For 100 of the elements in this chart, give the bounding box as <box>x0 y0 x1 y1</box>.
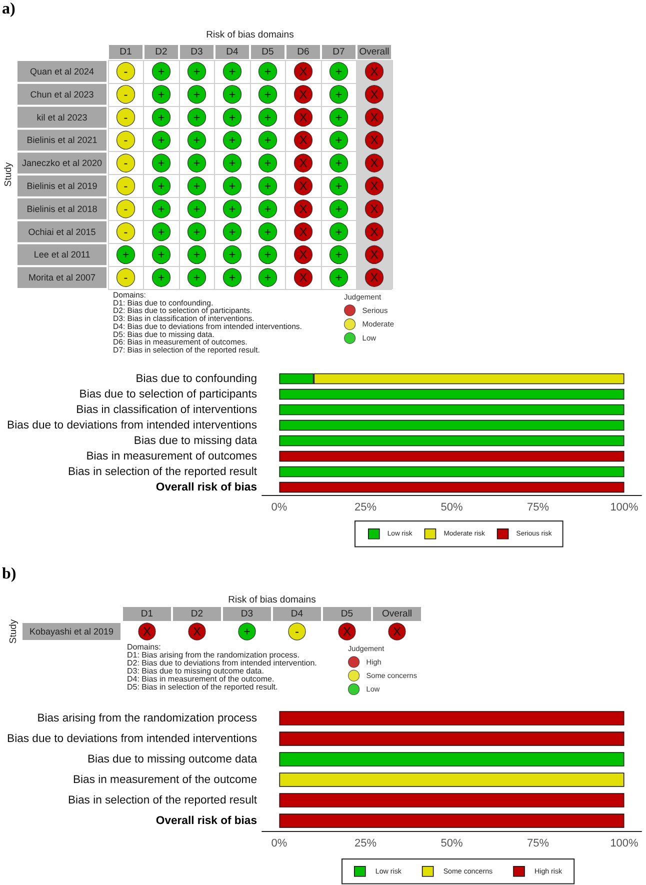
y-tick-label: Kobayashi et al 2019 <box>29 626 114 636</box>
text: + <box>228 202 236 216</box>
text: X <box>370 224 378 239</box>
x-tick-label: D7 <box>332 46 345 58</box>
text: - <box>124 270 128 285</box>
x-axis-title: Risk of bias domains <box>206 30 294 41</box>
y-tick-label: Lee et al 2011 <box>34 250 90 260</box>
text: + <box>335 110 342 124</box>
x-axis-title: Risk of bias domains <box>228 594 316 606</box>
text: - <box>124 87 128 102</box>
text: + <box>264 202 272 216</box>
text: + <box>264 156 272 170</box>
text: X <box>370 202 378 216</box>
x-tick-label: D3 <box>190 46 203 58</box>
text: + <box>193 248 200 262</box>
text: - <box>124 202 128 216</box>
text: + <box>158 270 165 285</box>
y-tick-label: Bias in measurement of the outcome <box>73 774 257 786</box>
text: X <box>299 64 308 78</box>
text: X <box>392 624 402 638</box>
text: + <box>193 224 200 239</box>
text: + <box>193 133 200 148</box>
x-tick-label: Overall <box>382 608 412 620</box>
text: + <box>335 87 342 102</box>
x-tick-label: D5 <box>262 46 274 58</box>
annotation: D2: Bias due to deviations from intended intervention. <box>127 658 317 668</box>
text: + <box>193 64 200 78</box>
y-tick-label: Bias due to confounding <box>136 372 257 385</box>
text: + <box>335 202 342 216</box>
text: + <box>228 64 236 78</box>
text: - <box>124 133 128 148</box>
y-tick-label: Overall risk of bias <box>156 814 257 827</box>
text: + <box>158 248 165 262</box>
text: - <box>124 110 128 124</box>
y-tick-label: Janeczko et al 2020 <box>22 158 102 168</box>
text: + <box>264 133 272 148</box>
text: X <box>370 64 378 78</box>
y-tick-label: Bias in classification of interventions <box>76 404 258 416</box>
text: + <box>158 156 165 170</box>
text: + <box>264 64 272 78</box>
text: X <box>299 270 308 285</box>
text: + <box>228 224 236 239</box>
x-tick-label: D1 <box>120 46 132 58</box>
y-tick-label: Bielinis et al 2019 <box>26 180 98 191</box>
text: + <box>335 248 342 262</box>
y-tick-label: Quan et al 2024 <box>30 66 94 76</box>
text: X <box>299 178 308 193</box>
text: + <box>335 224 342 239</box>
text: + <box>158 178 165 193</box>
x-tick-label: Overall <box>359 46 390 58</box>
x-tick-label: 50% <box>440 838 463 850</box>
text: + <box>335 270 342 285</box>
x-tick-label: D2 <box>155 46 168 58</box>
text: + <box>264 270 272 285</box>
text: + <box>228 178 236 193</box>
text: X <box>299 156 308 170</box>
text: X <box>299 248 308 262</box>
text: - <box>124 156 128 170</box>
text: + <box>228 110 236 124</box>
x-tick-label: 25% <box>354 502 377 514</box>
text: - <box>295 624 299 638</box>
text: X <box>299 110 308 124</box>
y-tick-label: kil et al 2023 <box>36 112 88 122</box>
text: + <box>264 178 272 193</box>
text: D4: Bias in measurement of the outcome. <box>127 674 274 684</box>
text: X <box>370 110 378 124</box>
annotation: Domains: <box>127 642 161 652</box>
text: X <box>370 156 378 170</box>
y-tick-label: Bielinis et al 2018 <box>26 204 98 214</box>
text: + <box>158 87 165 102</box>
x-tick-label: 0% <box>271 838 288 850</box>
text: + <box>335 64 342 78</box>
chart-title: a) <box>2 0 16 18</box>
text: X <box>370 133 378 148</box>
text: X <box>342 624 352 638</box>
y-tick-label: Ochiai et al 2015 <box>28 226 96 237</box>
text: + <box>243 624 251 638</box>
text: X <box>370 270 378 285</box>
y-tick-label: Bias in selection of the reported result <box>68 466 258 478</box>
text: + <box>193 270 200 285</box>
text: X <box>299 202 308 216</box>
text: + <box>228 248 236 262</box>
text: X <box>299 87 308 102</box>
x-tick-label: 75% <box>526 502 550 514</box>
y-axis-title: Study <box>8 619 20 644</box>
x-tick-label: 75% <box>526 838 550 850</box>
text: + <box>158 133 165 148</box>
text: D3: Bias due to missing outcome data. <box>127 666 264 676</box>
y-tick-label: Chun et al 2023 <box>30 89 94 100</box>
text: + <box>264 110 272 124</box>
text: + <box>193 156 200 170</box>
text: + <box>193 87 200 102</box>
text: + <box>193 110 200 124</box>
y-tick-label: Bias due to missing outcome data <box>87 753 258 766</box>
text: + <box>158 224 165 239</box>
text: + <box>122 248 130 262</box>
x-tick-label: D3 <box>240 608 254 620</box>
text: X <box>299 133 308 148</box>
x-tick-label: 25% <box>354 838 377 850</box>
text: X <box>370 87 378 102</box>
